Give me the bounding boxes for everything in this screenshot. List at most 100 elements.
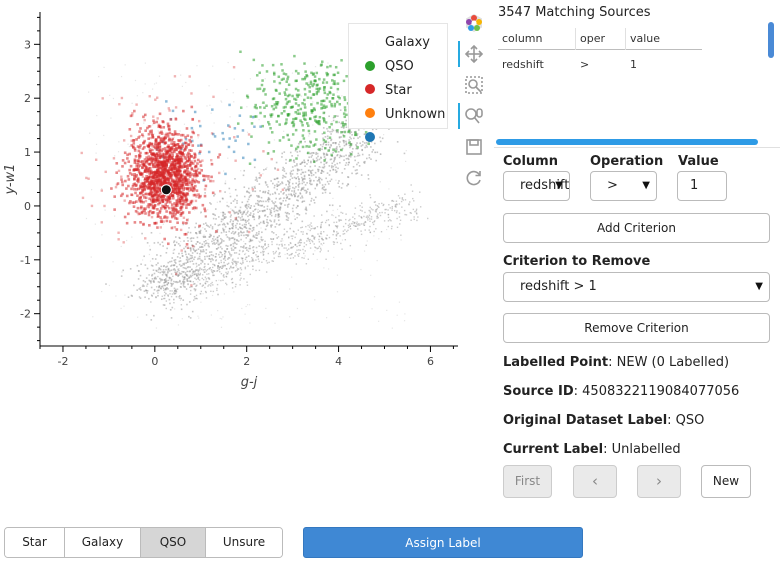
data-point-qso [132, 168, 136, 172]
assign-label-button[interactable]: Assign Label [303, 527, 583, 558]
data-point [126, 239, 128, 242]
data-point-qso [159, 226, 162, 229]
data-point [333, 159, 336, 162]
label-star-button[interactable]: Star [5, 528, 65, 557]
data-point [305, 208, 308, 210]
data-point [349, 145, 352, 148]
x-tick-label: 2 [243, 355, 250, 368]
add-criterion-button[interactable]: Add Criterion [503, 213, 770, 243]
data-point [174, 273, 177, 276]
data-point [157, 289, 159, 292]
data-point [271, 193, 274, 195]
data-point [254, 190, 257, 193]
new-button[interactable]: New [701, 465, 751, 498]
previous-button[interactable]: ‹ [573, 465, 617, 498]
label-galaxy-button[interactable]: Galaxy [65, 528, 141, 557]
data-point-galaxy [323, 99, 326, 103]
selected-point[interactable] [160, 184, 172, 196]
column-header-value[interactable]: value [630, 32, 661, 45]
data-point [172, 268, 175, 271]
data-point [251, 257, 253, 259]
data-point-qso [147, 155, 151, 158]
data-point-qso [183, 180, 187, 183]
column-header-oper[interactable]: oper [576, 28, 626, 50]
data-point-qso [152, 121, 156, 125]
data-point [151, 265, 154, 267]
data-point [258, 240, 260, 242]
label-qso-button[interactable]: QSO [141, 528, 206, 557]
data-point-qso [144, 192, 148, 196]
data-point-qso [156, 142, 159, 145]
data-point [414, 210, 416, 213]
data-point-qso [143, 209, 146, 213]
data-point [314, 236, 316, 238]
data-point [345, 213, 347, 215]
data-point [321, 214, 323, 216]
first-button[interactable]: First [503, 465, 552, 498]
remove-criterion-button[interactable]: Remove Criterion [503, 313, 770, 343]
data-point [144, 62, 146, 64]
data-point [200, 259, 202, 262]
data-point [287, 217, 290, 219]
data-point [194, 297, 196, 300]
column-header-column[interactable]: column [498, 28, 576, 50]
data-point-qso [144, 193, 147, 196]
reset-icon[interactable] [460, 163, 488, 193]
data-point-qso [141, 133, 144, 136]
data-point [289, 172, 292, 174]
data-point [315, 184, 318, 187]
data-point [280, 240, 282, 242]
vertical-scrollbar[interactable] [768, 22, 774, 58]
data-point [245, 256, 247, 259]
data-point [163, 291, 166, 293]
data-point-qso [141, 190, 145, 193]
data-point [286, 196, 288, 199]
data-point [221, 239, 223, 241]
data-point-unknown [207, 150, 211, 154]
data-point [173, 248, 176, 251]
data-point-qso [181, 198, 185, 202]
data-point [261, 239, 263, 242]
pan-icon[interactable] [458, 39, 488, 69]
data-point-qso [135, 173, 139, 177]
data-point [237, 220, 239, 222]
wheel-zoom-icon[interactable] [458, 101, 488, 131]
data-point [259, 200, 261, 202]
label-unsure-button[interactable]: Unsure [206, 528, 282, 557]
save-icon[interactable] [460, 132, 488, 162]
data-point [134, 79, 137, 82]
horizontal-scrollbar[interactable] [496, 139, 758, 145]
data-point [244, 258, 247, 261]
data-point-qso [190, 105, 194, 109]
data-point [173, 289, 176, 292]
data-point [208, 258, 211, 260]
data-point-qso [187, 159, 191, 163]
data-point-qso [179, 195, 183, 198]
data-point [309, 224, 311, 226]
data-point [305, 189, 307, 192]
box-zoom-icon[interactable] [460, 70, 488, 100]
data-point [221, 240, 223, 243]
column-select[interactable]: redshift ▼ [503, 171, 570, 201]
next-button[interactable]: › [637, 465, 681, 498]
data-point [146, 283, 149, 285]
value-input[interactable]: 1 [677, 171, 727, 201]
criterion-remove-select[interactable]: redshift > 1 ▼ [503, 272, 770, 302]
data-point [230, 255, 232, 257]
data-point [344, 164, 347, 166]
data-point [296, 307, 299, 310]
data-point-qso [161, 147, 165, 151]
data-point [320, 249, 322, 251]
data-point [178, 274, 180, 277]
data-point [222, 170, 225, 172]
operation-select[interactable]: > ▼ [590, 171, 657, 201]
data-point [320, 238, 323, 240]
data-point-qso [135, 164, 139, 168]
data-point [124, 294, 126, 296]
labelled-point-key: Labelled Point [503, 355, 609, 370]
bokeh-logo-icon[interactable] [460, 8, 488, 38]
data-point-qso [166, 124, 170, 128]
data-point [232, 263, 234, 265]
table-row[interactable]: redshift > 1 [498, 54, 702, 76]
